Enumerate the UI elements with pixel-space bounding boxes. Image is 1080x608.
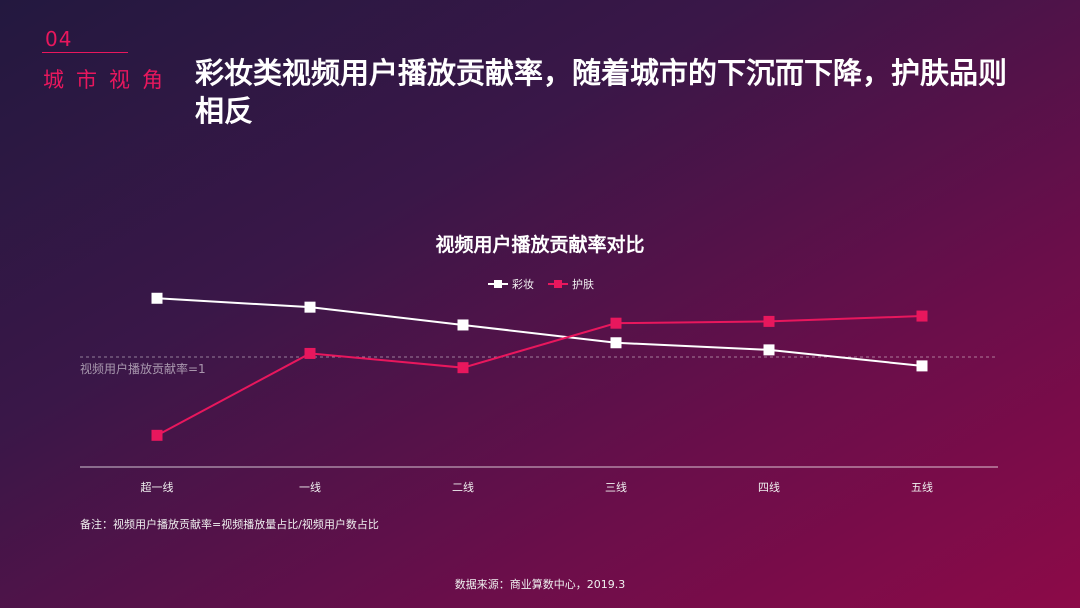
section-divider <box>42 52 128 53</box>
legend-swatch-skincare <box>548 279 568 289</box>
legend-item-skincare: 护肤 <box>548 276 594 292</box>
x-tick-label: 一线 <box>299 480 321 494</box>
x-tick-label: 超一线 <box>141 480 174 494</box>
data-point-skincare <box>610 317 622 329</box>
x-tick-label: 五线 <box>911 480 933 494</box>
legend-label-makeup: 彩妆 <box>512 278 534 291</box>
section-name: 城市视角 <box>43 68 175 92</box>
x-tick-label: 三线 <box>605 480 627 494</box>
data-point-skincare <box>304 347 316 359</box>
footnote: 备注：视频用户播放贡献率=视频播放量占比/视频用户数占比 <box>80 518 379 531</box>
x-tick-label: 四线 <box>758 480 780 494</box>
data-point-skincare <box>916 310 928 322</box>
legend-item-makeup: 彩妆 <box>488 276 534 292</box>
data-point-skincare <box>763 315 775 327</box>
data-point-skincare <box>151 429 163 441</box>
data-point-makeup <box>610 337 622 349</box>
series-line-makeup <box>156 297 923 367</box>
data-point-makeup <box>916 360 928 372</box>
legend-label-skincare: 护肤 <box>572 278 594 291</box>
page-headline: 彩妆类视频用户播放贡献率，随着城市的下沉而下降，护肤品则相反 <box>195 56 1008 128</box>
data-point-makeup <box>151 292 163 304</box>
data-point-makeup <box>763 344 775 356</box>
legend-swatch-makeup <box>488 279 508 289</box>
reference-line-label: 视频用户播放贡献率=1 <box>80 362 206 376</box>
x-tick-label: 二线 <box>452 480 474 494</box>
chart-title: 视频用户播放贡献率对比 <box>435 234 645 256</box>
chart-legend: 彩妆 护肤 <box>488 276 594 292</box>
data-point-makeup <box>457 319 469 331</box>
data-point-makeup <box>304 301 316 313</box>
series-line-skincare <box>156 315 923 437</box>
section-number: 04 <box>45 27 73 51</box>
data-point-skincare <box>457 362 469 374</box>
data-source: 数据来源：商业算数中心，2019.3 <box>454 578 626 591</box>
